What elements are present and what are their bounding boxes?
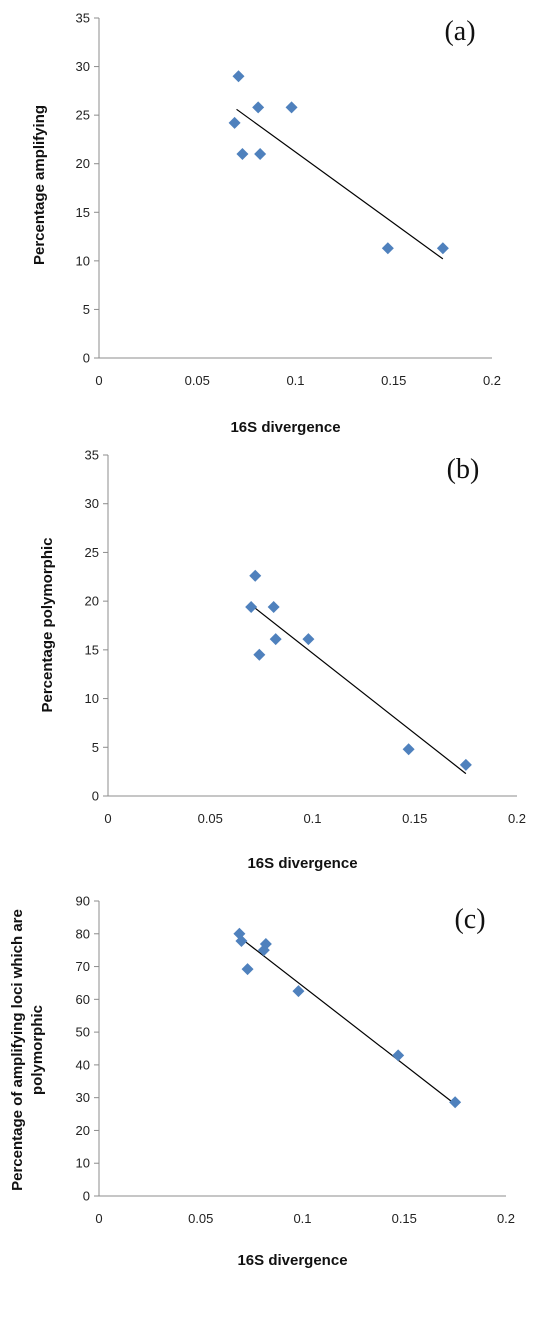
chart-panel-b: 0 5 10 15 20 25 30 35 0 0.05 0.1 0.15 0.2 (b) 16S dive… bbox=[39, 448, 526, 873]
y-tick-label: 80 bbox=[76, 926, 90, 941]
x-tick-label: 0.15 bbox=[402, 811, 427, 826]
data-point bbox=[228, 116, 241, 129]
y-tick-label: 5 bbox=[92, 740, 99, 755]
data-point bbox=[459, 758, 472, 771]
data-point bbox=[436, 242, 449, 255]
data-point bbox=[241, 963, 254, 976]
data-point bbox=[285, 101, 298, 114]
trendline bbox=[236, 108, 444, 260]
y-tick-label: 90 bbox=[76, 894, 90, 909]
x-axis-label: 16S divergence bbox=[247, 855, 357, 872]
data-point bbox=[302, 633, 315, 646]
y-tick-label: 10 bbox=[76, 1156, 90, 1171]
x-tick-label: 0.15 bbox=[392, 1211, 417, 1226]
x-tick-label: 0.05 bbox=[198, 811, 223, 826]
x-tick-label: 0.2 bbox=[483, 373, 501, 388]
data-point bbox=[259, 937, 272, 950]
x-tick-label: 0 bbox=[104, 811, 111, 826]
data-point bbox=[254, 148, 267, 160]
y-tick-label: 25 bbox=[76, 108, 90, 123]
x-tick-label: 0 bbox=[95, 1211, 102, 1226]
y-tick-label: 30 bbox=[85, 496, 99, 511]
y-tick-label: 0 bbox=[83, 1189, 90, 1204]
y-axis-label: Percentage polymorphic bbox=[39, 537, 56, 712]
trendline bbox=[241, 938, 456, 1105]
y-tick-label: 10 bbox=[76, 253, 90, 268]
data-point bbox=[253, 648, 266, 661]
x-tick-label: 0.2 bbox=[508, 811, 526, 826]
data-point bbox=[232, 70, 245, 83]
y-tick-label: 0 bbox=[92, 789, 99, 804]
data-point bbox=[292, 985, 305, 998]
x-tick-label: 0.05 bbox=[188, 1211, 213, 1226]
x-tick-label: 0.05 bbox=[185, 373, 210, 388]
y-tick-label: 0 bbox=[83, 351, 90, 366]
y-tick-label: 20 bbox=[76, 156, 90, 171]
y-tick-label: 10 bbox=[85, 691, 99, 706]
panel-label: (b) bbox=[447, 454, 480, 485]
y-tick-label: 50 bbox=[76, 1025, 90, 1040]
y-tick-label: 30 bbox=[76, 1090, 90, 1105]
x-axis-label: 16S divergence bbox=[237, 1252, 347, 1269]
y-tick-label: 15 bbox=[85, 642, 99, 657]
data-point bbox=[392, 1049, 405, 1062]
data-point bbox=[267, 600, 280, 613]
y-axis-label: Percentage amplifying bbox=[31, 105, 48, 265]
y-tick-label: 35 bbox=[76, 11, 90, 26]
y-tick-label: 20 bbox=[85, 594, 99, 609]
x-tick-label: 0.1 bbox=[303, 811, 321, 826]
data-point bbox=[252, 101, 265, 114]
y-tick-label: 25 bbox=[85, 545, 99, 560]
x-axis-label: 16S divergence bbox=[230, 419, 340, 436]
y-tick-label: 30 bbox=[76, 59, 90, 74]
data-point bbox=[249, 569, 262, 582]
y-tick-label: 40 bbox=[76, 1057, 90, 1072]
panel-label: (c) bbox=[454, 904, 485, 935]
trendline bbox=[250, 604, 467, 775]
x-tick-label: 0.1 bbox=[286, 373, 304, 388]
data-point bbox=[381, 242, 394, 255]
y-tick-label: 5 bbox=[83, 302, 90, 317]
y-axis-label: polymorphic bbox=[29, 1005, 46, 1095]
y-tick-label: 70 bbox=[76, 959, 90, 974]
y-axis-label: Percentage of amplifying loci which are bbox=[9, 909, 26, 1191]
data-point bbox=[245, 600, 258, 613]
chart-panel-a: 0 5 10 15 20 25 30 35 0 0.05 0.1 0.15 0.2 (a) 16S dive… bbox=[31, 11, 501, 437]
y-tick-label: 35 bbox=[85, 448, 99, 463]
x-tick-label: 0 bbox=[95, 373, 102, 388]
data-point bbox=[235, 934, 248, 947]
data-point bbox=[449, 1096, 462, 1109]
y-tick-label: 60 bbox=[76, 992, 90, 1007]
x-tick-label: 0.2 bbox=[497, 1211, 515, 1226]
data-point bbox=[236, 148, 249, 160]
y-tick-label: 15 bbox=[76, 205, 90, 220]
data-point bbox=[402, 743, 415, 756]
x-tick-label: 0.1 bbox=[293, 1211, 311, 1226]
panel-label: (a) bbox=[444, 16, 475, 47]
data-point bbox=[269, 633, 282, 646]
y-tick-label: 20 bbox=[76, 1123, 90, 1138]
chart-panel-c: 0 10 20 30 40 50 60 70 80 90 0 0.05 0.1 0.15 0.2 (c) 16S… bbox=[9, 894, 515, 1270]
x-tick-label: 0.15 bbox=[381, 373, 406, 388]
